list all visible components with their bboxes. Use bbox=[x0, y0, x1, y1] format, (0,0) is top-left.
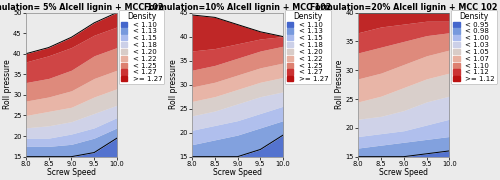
X-axis label: Screw Speed: Screw Speed bbox=[213, 168, 262, 177]
Legend: < 1.10, < 1.13, < 1.15, < 1.18, < 1.20, < 1.22, < 1.25, < 1.27, >= 1.27: < 1.10, < 1.13, < 1.15, < 1.18, < 1.20, … bbox=[119, 10, 164, 84]
Y-axis label: Roll pressure: Roll pressure bbox=[169, 60, 178, 109]
Y-axis label: Roll Pressure: Roll Pressure bbox=[335, 60, 344, 109]
X-axis label: Screw Speed: Screw Speed bbox=[47, 168, 96, 177]
Legend: < 1.10, < 1.13, < 1.15, < 1.18, < 1.20, < 1.22, < 1.25, < 1.27, >= 1.27: < 1.10, < 1.13, < 1.15, < 1.18, < 1.20, … bbox=[285, 10, 331, 84]
Y-axis label: Roll pressure: Roll pressure bbox=[3, 60, 12, 109]
Title: Formulation= 5% Alcell lignin + MCC 102: Formulation= 5% Alcell lignin + MCC 102 bbox=[0, 3, 164, 12]
Legend: < 0.95, < 0.98, < 1.00, < 1.03, < 1.05, < 1.07, < 1.10, < 1.12, >= 1.12: < 0.95, < 0.98, < 1.00, < 1.03, < 1.05, … bbox=[451, 10, 497, 84]
Title: Formulation=10% Alcell lignin + MCC 102: Formulation=10% Alcell lignin + MCC 102 bbox=[144, 3, 332, 12]
Title: Formulation=20% Alcell lignin + MCC 102: Formulation=20% Alcell lignin + MCC 102 bbox=[310, 3, 498, 12]
X-axis label: Screw Speed: Screw Speed bbox=[380, 168, 428, 177]
